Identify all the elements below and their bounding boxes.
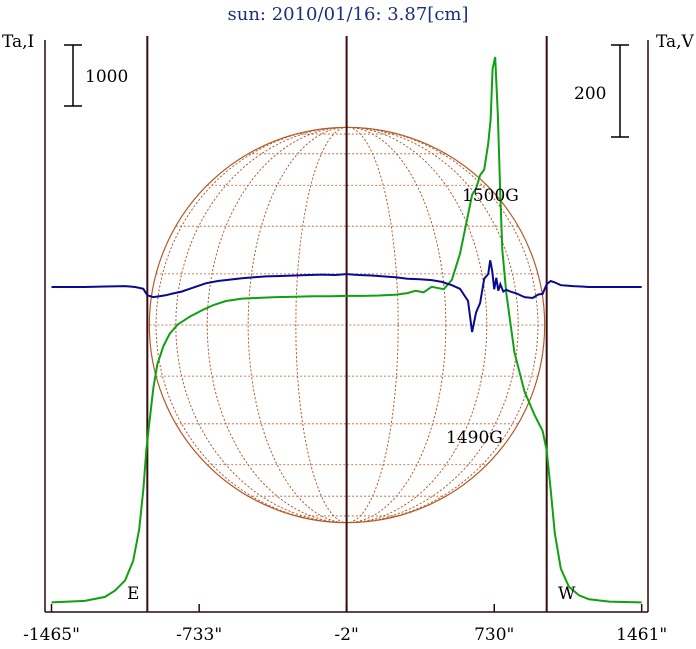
annotation-1500g: 1500G bbox=[462, 186, 519, 206]
series-line-intensity bbox=[51, 56, 642, 604]
right-axis-label: Ta,V bbox=[656, 32, 695, 52]
right-scale-bar bbox=[611, 44, 629, 138]
x-tick-label: -1465" bbox=[23, 625, 80, 645]
annotation-1490g: 1490G bbox=[446, 428, 503, 448]
series-line-polarization bbox=[51, 260, 642, 333]
left-axis-label: Ta,I bbox=[2, 32, 34, 52]
x-tick-label: -2" bbox=[334, 625, 358, 645]
limb-label-west: W bbox=[558, 584, 576, 604]
x-tick-label: -733" bbox=[176, 625, 222, 645]
chart-title: sun: 2010/01/16: 3.87[cm] bbox=[227, 4, 468, 25]
left-scale-bar-label: 1000 bbox=[85, 67, 128, 87]
x-tick-label: 730" bbox=[474, 625, 514, 645]
left-scale-bar bbox=[64, 44, 82, 107]
limb-label-east: E bbox=[127, 584, 139, 604]
right-scale-bar-label: 200 bbox=[574, 84, 606, 104]
x-ticks: -1465" -733" -2" 730" 1461" bbox=[23, 604, 667, 645]
x-tick-label: 1461" bbox=[616, 625, 667, 645]
